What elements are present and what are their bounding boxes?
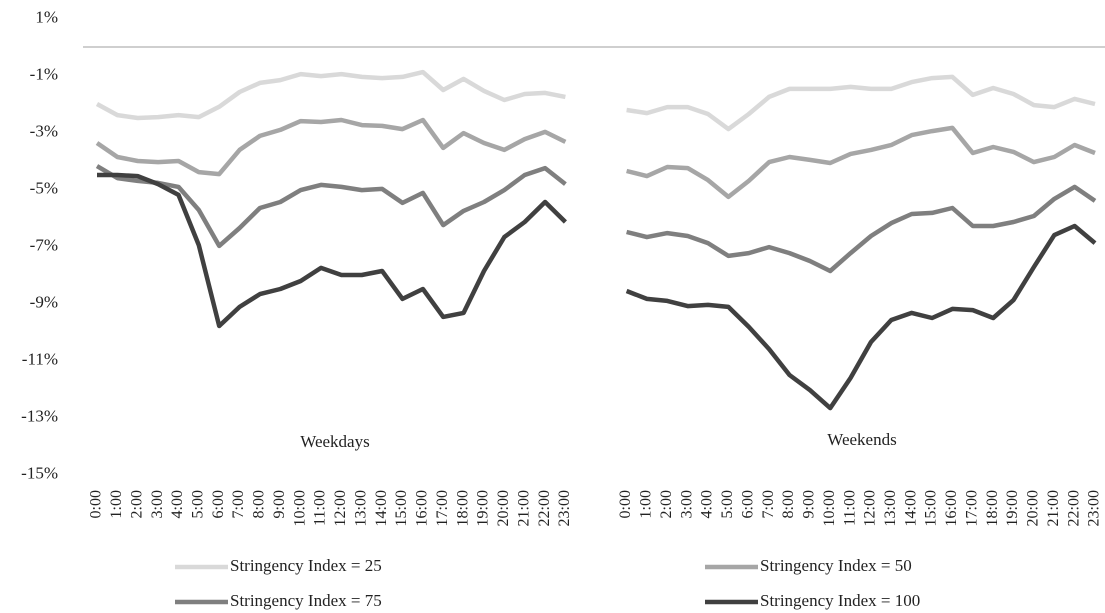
x-tick-label: 11:00 <box>312 490 329 526</box>
x-tick-label: 17:00 <box>434 490 451 526</box>
x-tick-label: 4:00 <box>169 490 186 518</box>
x-tick-label: 17:00 <box>963 490 980 526</box>
x-tick-label: 8:00 <box>251 490 268 518</box>
x-tick-label: 7:00 <box>230 490 247 518</box>
x-tick-label: 15:00 <box>393 490 410 526</box>
legend-label: Stringency Index = 75 <box>230 591 382 610</box>
x-tick-label: 19:00 <box>475 490 492 526</box>
x-tick-label: 14:00 <box>373 490 390 526</box>
series-line <box>95 117 1096 200</box>
x-tick-label: 5:00 <box>190 490 207 518</box>
x-tick-label: 1:00 <box>108 490 125 518</box>
x-tick-label: 1:00 <box>638 490 655 518</box>
x-tick-label: 16:00 <box>414 490 431 526</box>
y-tick-label: -7% <box>30 235 58 254</box>
x-tick-label: 2:00 <box>658 490 675 518</box>
x-tick-label: 18:00 <box>454 490 471 526</box>
x-tick-label: 9:00 <box>801 490 818 518</box>
x-tick-label: 6:00 <box>210 490 227 518</box>
x-tick-label: 0:00 <box>617 490 634 518</box>
annotation: Weekdays <box>300 432 369 451</box>
x-tick-label: 14:00 <box>902 490 919 526</box>
x-tick-label: 21:00 <box>515 490 532 526</box>
x-tick-label: 3:00 <box>149 490 166 518</box>
annotation: Weekends <box>827 430 896 449</box>
x-tick-label: 11:00 <box>841 490 858 526</box>
x-tick-label: 7:00 <box>760 490 777 518</box>
x-tick-label: 4:00 <box>699 490 716 518</box>
y-tick-label: -5% <box>30 178 58 197</box>
x-tick-label: 20:00 <box>495 490 512 526</box>
x-tick-label: 22:00 <box>1065 490 1082 526</box>
y-tick-label: -9% <box>30 292 58 311</box>
x-tick-label: 12:00 <box>332 490 349 526</box>
legend-label: Stringency Index = 50 <box>760 556 912 575</box>
x-tick-label: 2:00 <box>128 490 145 518</box>
x-tick-label: 15:00 <box>923 490 940 526</box>
x-tick-label: 23:00 <box>1086 490 1103 526</box>
x-tick-label: 19:00 <box>1004 490 1021 526</box>
legend-label: Stringency Index = 100 <box>760 591 920 610</box>
x-tick-label: 5:00 <box>719 490 736 518</box>
x-tick-label: 10:00 <box>821 490 838 526</box>
x-tick-label: 9:00 <box>271 490 288 518</box>
x-tick-label: 0:00 <box>88 490 105 518</box>
legend-label: Stringency Index = 25 <box>230 556 382 575</box>
x-tick-label: 13:00 <box>882 490 899 526</box>
series-line <box>95 164 1097 274</box>
x-tick-label: 6:00 <box>739 490 756 518</box>
y-tick-label: -13% <box>21 406 58 425</box>
y-tick-label: -1% <box>30 64 58 83</box>
x-tick-label: 20:00 <box>1025 490 1042 526</box>
series-line <box>95 69 1096 132</box>
x-tick-label: 3:00 <box>678 490 695 518</box>
series-line <box>97 172 1097 411</box>
y-tick-label: 1% <box>35 7 58 26</box>
x-tick-label: 8:00 <box>780 490 797 518</box>
y-tick-label: -15% <box>21 463 58 482</box>
x-tick-label: 13:00 <box>352 490 369 526</box>
x-tick-label: 22:00 <box>536 490 553 526</box>
y-tick-label: -3% <box>30 121 58 140</box>
y-tick-label: -11% <box>22 349 58 368</box>
x-tick-label: 18:00 <box>984 490 1001 526</box>
x-tick-label: 10:00 <box>291 490 308 526</box>
x-tick-label: 23:00 <box>556 490 573 526</box>
x-tick-label: 16:00 <box>943 490 960 526</box>
x-tick-label: 21:00 <box>1045 490 1062 526</box>
x-tick-label: 12:00 <box>862 490 879 526</box>
